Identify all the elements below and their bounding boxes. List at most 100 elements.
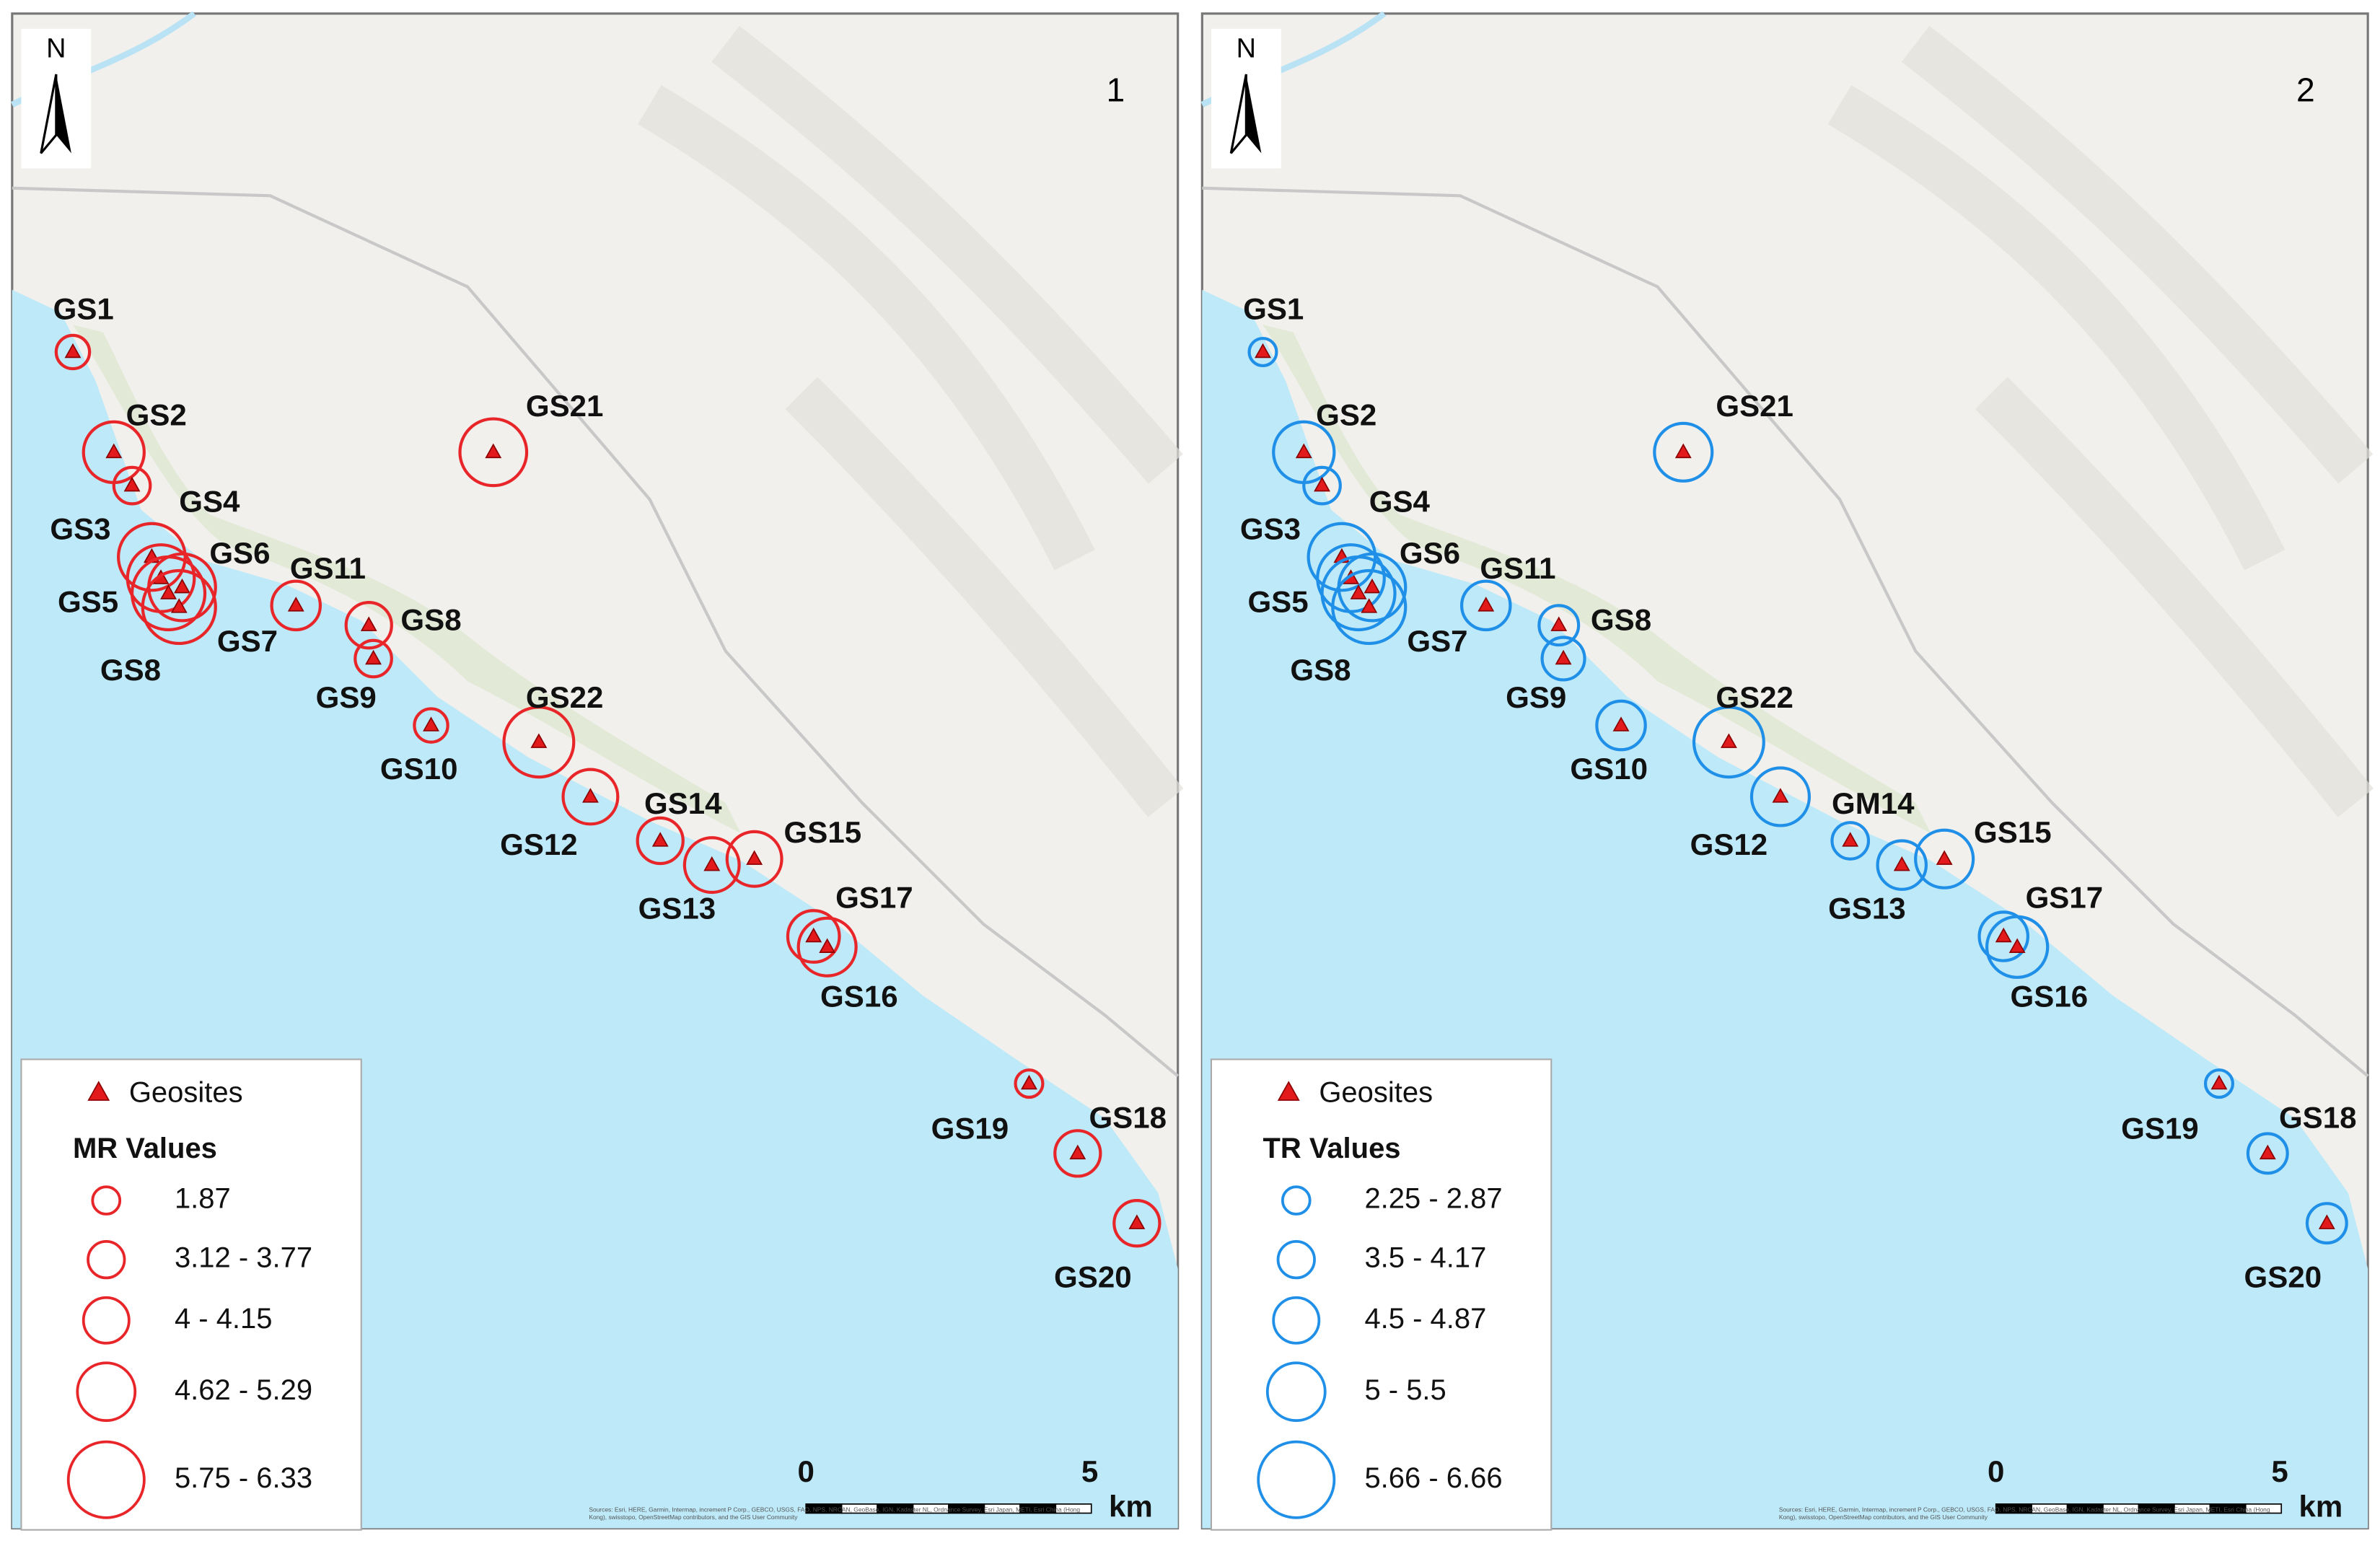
legend-class: 4.62 - 5.29 <box>175 1374 312 1406</box>
legend-box <box>1210 1058 1553 1531</box>
value-circle <box>561 768 620 826</box>
scale-start: 0 <box>797 1454 814 1488</box>
attribution: Sources: Esri, HERE, Garmin, Intermap, i… <box>589 1507 1081 1520</box>
legend-class: 5.75 - 6.33 <box>175 1462 312 1494</box>
geosite-marker <box>1295 443 1312 459</box>
attribution-box: Sources: Esri, HERE, Garmin, Intermap, i… <box>589 1507 1081 1520</box>
value-circle <box>112 465 152 506</box>
geosite-marker <box>1612 716 1630 731</box>
site-label: GS11 <box>290 551 366 585</box>
value-circle <box>1014 1068 1045 1099</box>
value-circle <box>1540 636 1586 682</box>
site-label: GS16 <box>820 979 898 1013</box>
legend-marker-label: Geosites <box>1319 1076 1433 1108</box>
legend-circle <box>1265 1361 1327 1423</box>
site-label: GS12 <box>1690 827 1768 861</box>
map-panel: N 1 GS1 GS2 GS4 GS3 GS6 GS5 GS11 GS7 GS8 GS8 GS9 GS22… <box>10 11 1184 1531</box>
north-label: N <box>1237 33 1256 63</box>
legend-circle <box>82 1296 131 1345</box>
geosite-marker <box>703 856 721 871</box>
value-circle <box>2246 1132 2289 1175</box>
value-circle <box>1914 828 1975 889</box>
value-circle <box>682 836 741 895</box>
value-circle <box>1595 699 1647 752</box>
legend-box <box>20 1058 362 1531</box>
value-circle <box>413 707 449 744</box>
site-label: GS1 <box>53 291 114 325</box>
panel-number: 1 <box>1107 71 1125 108</box>
value-circle <box>2203 1068 2235 1099</box>
site-label: GS18 <box>1089 1101 1167 1135</box>
road <box>1202 186 2369 1078</box>
geosite-marker <box>2008 938 2026 953</box>
geosite-marker <box>1995 927 2012 943</box>
site-label: GS22 <box>526 680 604 714</box>
scale-segment <box>1055 1503 1092 1514</box>
value-circle <box>1749 766 1812 827</box>
legend-class: 4 - 4.15 <box>175 1303 273 1335</box>
value-circle <box>786 909 841 964</box>
site-label: GS20 <box>2244 1260 2322 1294</box>
legend-class: 2.25 - 2.87 <box>1364 1183 1502 1215</box>
value-circle <box>1653 421 1714 483</box>
geosite-marker <box>365 649 382 665</box>
geosite-marker <box>1350 584 1367 599</box>
geosite-marker <box>1842 832 1859 847</box>
geosite-marker <box>1555 649 1572 665</box>
value-circle <box>270 579 322 632</box>
value-circle <box>502 706 576 779</box>
legend-circle <box>1281 1185 1312 1216</box>
site-label: GS14 <box>644 786 722 820</box>
geosite-marker <box>1314 476 1330 492</box>
panel-number: 2 <box>2296 71 2315 108</box>
geosite-marker <box>287 597 304 612</box>
site-label: GS13 <box>638 891 716 925</box>
geosite-marker <box>1277 1081 1300 1101</box>
site-label: GS9 <box>316 680 377 714</box>
geosite-marker <box>1720 733 1737 748</box>
attribution-box: Sources: Esri, HERE, Garmin, Intermap, i… <box>1779 1507 2270 1519</box>
legend-circle <box>76 1361 137 1423</box>
value-circle <box>1331 568 1408 646</box>
value-circle <box>54 333 92 371</box>
north-arrow <box>56 74 71 154</box>
value-circle <box>354 638 393 679</box>
site-label: GS4 <box>179 485 240 519</box>
geosite-marker <box>1069 1144 1086 1160</box>
site-label: GS13 <box>1828 891 1906 925</box>
site-label: GS3 <box>50 511 110 545</box>
site-label: GS8 <box>1290 653 1351 687</box>
site-label: GS8 <box>100 653 161 687</box>
scale-end: 5 <box>2271 1454 2288 1488</box>
site-label: GS15 <box>784 815 862 849</box>
site-label: GS16 <box>2011 979 2089 1013</box>
geosite-marker <box>1936 850 1953 865</box>
site-label: GS10 <box>1570 752 1648 786</box>
legend-class: 1.87 <box>175 1183 231 1215</box>
value-circle <box>1460 579 1512 632</box>
value-circle <box>458 417 529 488</box>
geosite-marker <box>105 443 123 459</box>
value-circle <box>1830 821 1871 861</box>
coastal-plain <box>72 325 741 833</box>
geosite-marker <box>160 584 177 599</box>
north-label: N <box>46 33 66 63</box>
scale-unit: km <box>2299 1489 2343 1523</box>
site-label: GS8 <box>400 603 461 637</box>
geosite-marker <box>485 443 502 459</box>
legend-title: MR Values <box>73 1133 217 1164</box>
scale-end: 5 <box>1081 1454 1098 1488</box>
legend-class: 5.66 - 6.66 <box>1364 1462 1502 1494</box>
north-arrow <box>1246 74 1262 154</box>
value-circle <box>1537 604 1581 647</box>
geosite-marker <box>423 716 439 731</box>
value-circle <box>796 916 858 977</box>
value-circle <box>1692 706 1765 779</box>
value-circle <box>344 601 393 650</box>
value-circle <box>1316 543 1386 613</box>
geosite-marker <box>2318 1214 2335 1229</box>
legend-circle <box>1272 1296 1321 1345</box>
geosite-marker <box>1674 443 1692 459</box>
